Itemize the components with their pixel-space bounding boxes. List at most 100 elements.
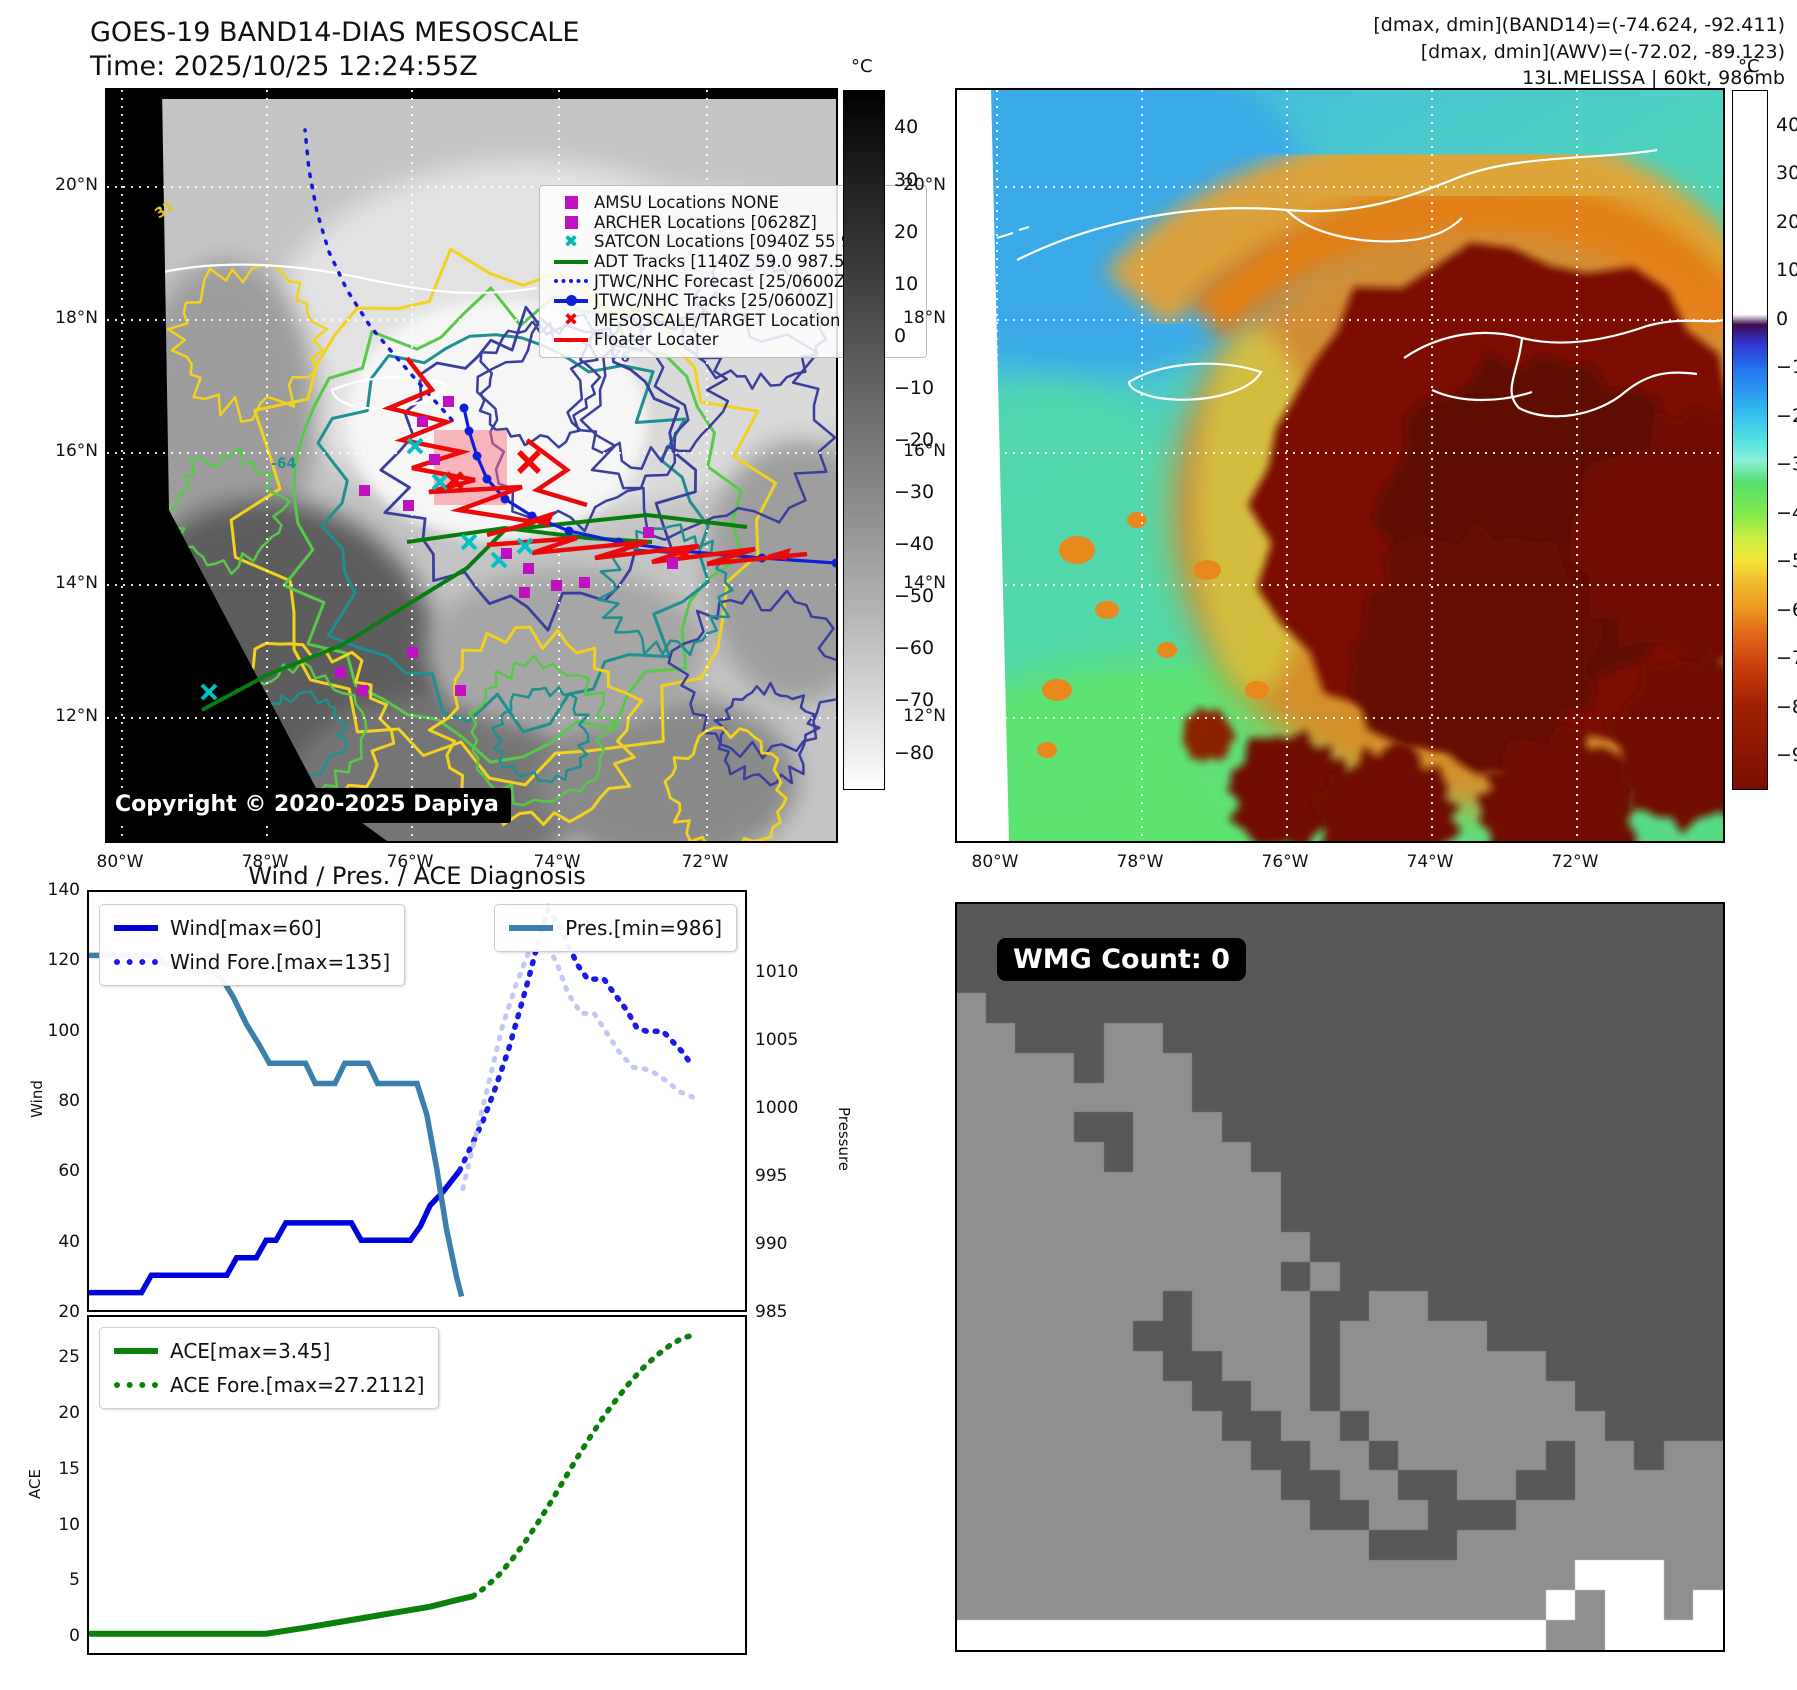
ticklbl: −30 (894, 481, 935, 504)
band14-colorbar (843, 90, 885, 790)
ticklbl: 10 (58, 1514, 80, 1535)
ticklbl: 1005 (755, 1029, 799, 1050)
x-icon: ✖ (563, 310, 579, 331)
line-icon (548, 337, 594, 342)
ticklbl: 80 (58, 1091, 80, 1111)
legend-item-label: ARCHER Locations [0628Z] (594, 212, 817, 232)
x-icon: ✖ (563, 231, 579, 252)
band14-title: GOES-19 BAND14-DIAS MESOSCALE Time: 2025… (90, 16, 579, 84)
maplon: 78°W (1116, 852, 1164, 872)
ticklbl: −40 (1776, 501, 1797, 524)
mesoscale-target-box (434, 430, 507, 505)
ticklbl: 1000 (755, 1097, 799, 1118)
storm-info-header: [dmax, dmin](BAND14)=(-74.624, -92.411) … (1373, 12, 1785, 92)
convective-speckles (1037, 512, 1269, 758)
awv-colorbar-unit: °C (1738, 56, 1760, 77)
legend-item-label: JTWC/NHC Forecast [25/0600Z] (594, 271, 852, 291)
ticklbl: 10 (1776, 259, 1797, 282)
maplon: 80°W (96, 852, 144, 872)
coastlines (996, 148, 1723, 418)
ticklbl: 40 (58, 1231, 80, 1252)
floater-arrowheads (527, 511, 791, 561)
maplon: 74°W (1406, 852, 1454, 872)
ace-chart: ACE[max=3.45] ACE Fore.[max=27.2112] (87, 1315, 747, 1655)
mesoscale-target-markers (445, 450, 541, 490)
legend-item-label: JTWC/NHC Tracks [25/0600Z] (594, 291, 834, 311)
legend-item-label: Floater Locater (594, 330, 719, 350)
legend-item: AMSU Locations NONE (548, 193, 916, 213)
pressure-legend: Pres.[min=986] (494, 904, 737, 952)
ticklbl: 15 (58, 1458, 80, 1479)
legend-item: ✖ SATCON Locations [0940Z 55 989] (548, 232, 916, 252)
ticklbl: −40 (894, 533, 935, 556)
ticklbl: 40 (894, 116, 919, 139)
ticklbl: −10 (1776, 356, 1797, 379)
pres-legend-label: Pres.[min=986] (565, 916, 722, 940)
ticklbl: −10 (894, 376, 935, 399)
wind-line-swatch (114, 925, 158, 931)
storm-id: 13L.MELISSA | 60kt, 986mb (1522, 67, 1785, 90)
legend-item: ✖ MESOSCALE/TARGET Location (548, 310, 916, 331)
ace-fore-swatch (114, 1382, 158, 1388)
ticklbl: 985 (755, 1302, 788, 1322)
ticklbl: −50 (894, 585, 935, 608)
ticklbl: 5 (69, 1570, 80, 1591)
ticklbl: 995 (755, 1165, 788, 1186)
charts-title: Wind / Pres. / ACE Diagnosis (248, 862, 586, 890)
maplat: 16°N (55, 441, 98, 461)
ticklbl: 1010 (755, 961, 799, 982)
wind-fore-legend-label: Wind Fore.[max=135] (170, 950, 391, 974)
ticklbl: −30 (1776, 453, 1797, 476)
maplat: 16°N (903, 441, 946, 461)
maplat: 12°N (903, 706, 946, 726)
maplat: 20°N (55, 175, 98, 195)
ticklbl: 60 (58, 1161, 80, 1182)
legend-item: ARCHER Locations [0628Z] (548, 213, 916, 233)
floater-locater-lines (381, 356, 808, 567)
ticklbl: −80 (1776, 695, 1797, 718)
awv-colorbar (1732, 90, 1768, 790)
ticklbl: 990 (755, 1233, 788, 1254)
band14-colorbar-unit: °C (851, 56, 873, 77)
maplon: 78°W (241, 852, 289, 872)
line-icon (548, 259, 594, 264)
ticklbl: 0 (1776, 307, 1789, 330)
ticklbl: 25 (58, 1347, 80, 1368)
ticklbl: −80 (894, 741, 935, 764)
maplat: 20°N (903, 175, 946, 195)
maplat: 18°N (903, 308, 946, 328)
wmg-count-badge: WMG Count: 0 (997, 938, 1246, 981)
maplon: 76°W (386, 852, 434, 872)
ticklbl: 30 (894, 168, 919, 191)
ace-line-swatch (114, 1348, 158, 1354)
wmg-grid-image (957, 904, 1723, 1650)
dmax-awv: [dmax, dmin](AWV)=(-72.02, -89.123) (1420, 40, 1785, 63)
ticklbl: 20 (58, 1403, 80, 1424)
ticklbl: 10 (894, 272, 919, 295)
legend-item: ADT Tracks [1140Z 59.0 987.5] (548, 252, 916, 272)
maplat: 12°N (55, 706, 98, 726)
square-icon (548, 215, 594, 229)
copyright-badge: Copyright © 2020-2025 Dapiya (107, 788, 511, 823)
satcon-markers (200, 437, 534, 701)
maplon: 80°W (971, 852, 1019, 872)
square-icon (548, 196, 594, 210)
band14-title-line1: GOES-19 BAND14-DIAS MESOSCALE (90, 17, 580, 48)
awv-satellite-image (957, 90, 1723, 841)
legend-item: JTWC/NHC Tracks [25/0600Z] (548, 291, 916, 311)
line-dot-icon (548, 294, 594, 306)
ticklbl: −70 (1776, 647, 1797, 670)
maplat: 14°N (903, 573, 946, 593)
ticklbl: −70 (894, 689, 935, 712)
ticklbl: 20 (1776, 210, 1797, 233)
ticklbl: 0 (69, 1626, 80, 1647)
pressure-axis-label: Pressure (835, 1106, 854, 1172)
ticklbl: −90 (1776, 744, 1797, 767)
maplon: 76°W (1261, 852, 1309, 872)
ticklbl: 40 (1776, 113, 1797, 136)
ticklbl: 0 (894, 324, 907, 347)
ticklbl: −20 (1776, 404, 1797, 427)
wind-pressure-chart: Wind[max=60] Wind Fore.[max=135] Pres.[m… (87, 890, 747, 1312)
